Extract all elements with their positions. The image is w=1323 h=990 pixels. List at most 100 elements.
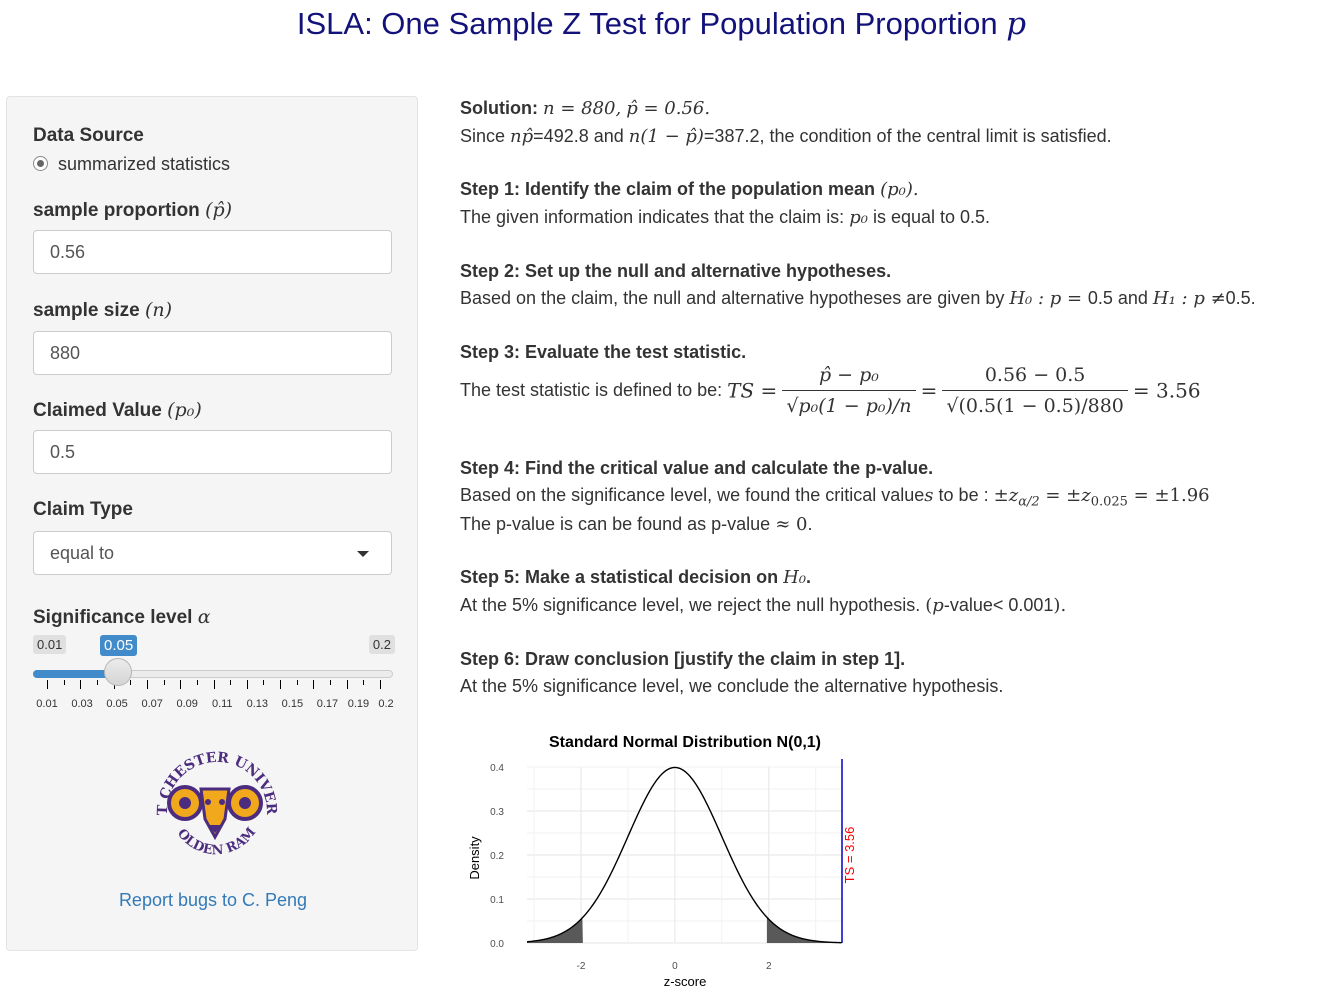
step5-text-a: At the 5% significance level, we reject … bbox=[460, 595, 921, 615]
step1-heading-symbol: (p₀). bbox=[880, 179, 919, 200]
significance-label-text: Significance level bbox=[33, 607, 193, 628]
sidebar-panel: Data Source summarized statistics sample… bbox=[6, 96, 418, 951]
solution-line-2: Since np̂=492.8 and n(1 − p̂)=387.2, the… bbox=[460, 126, 1112, 147]
claimed-value-label: Claimed Value (p₀) bbox=[33, 399, 202, 422]
slider-tick bbox=[47, 680, 48, 689]
claimed-value-label-text: Claimed Value bbox=[33, 400, 162, 421]
data-source-radio[interactable]: summarized statistics bbox=[33, 154, 230, 175]
slider-min-label: 0.01 bbox=[33, 635, 67, 654]
sample-proportion-input[interactable]: 0.56 bbox=[33, 230, 392, 274]
solution-np-value: =492.8 and bbox=[533, 126, 624, 146]
slider-tick bbox=[63, 680, 65, 685]
step4-text-s: s bbox=[924, 485, 934, 506]
slider-handle[interactable] bbox=[104, 658, 132, 686]
step6-heading: Step 6: Draw conclusion [justify the cla… bbox=[460, 649, 906, 669]
chart-grid bbox=[527, 766, 842, 944]
step2-text: Based on the claim, the null and alterna… bbox=[460, 288, 1256, 309]
chart-shaded-region bbox=[766, 917, 842, 943]
chart-y-label: Density bbox=[467, 836, 482, 880]
step5-heading-end: . bbox=[806, 567, 812, 587]
slider-value-label: 0.05 bbox=[100, 635, 138, 656]
slider-tick-label: 0.09 bbox=[176, 698, 198, 710]
step4-crit-eq: = ±z bbox=[1039, 485, 1091, 506]
slider-tick-label: 0.11 bbox=[211, 698, 233, 710]
step3-f2-denominator: √(0.5(1 − 0.5)/880 bbox=[946, 395, 1124, 417]
solution-n: n = 880, bbox=[543, 98, 622, 119]
step2-h0-value: 0.5 and bbox=[1087, 288, 1148, 308]
slider-tick bbox=[346, 680, 348, 689]
step4-crit-sub1: α/2 bbox=[1018, 494, 1040, 510]
step1-text-a: The given information indicates that the… bbox=[460, 207, 845, 227]
step4-crit-symbol: ±z bbox=[993, 485, 1019, 506]
page-title: ISLA: One Sample Z Test for Population P… bbox=[0, 6, 1323, 42]
sample-proportion-label: sample proportion (p̂) bbox=[33, 199, 232, 222]
chart-y-tick-label: 0.4 bbox=[490, 763, 504, 774]
step5-p-symbol: p bbox=[932, 595, 944, 616]
slider-tick bbox=[80, 680, 82, 689]
step5-paren-open: ( bbox=[925, 595, 933, 616]
step2-h1: H₁ : p ≠ bbox=[1152, 288, 1226, 309]
significance-slider[interactable]: 0.01 0.05 0.2 0.01 0.03 0.05 0.07 0.09 0.11 0.… bbox=[33, 635, 395, 715]
solution-line-1: Solution: n = 880, p̂ = 0.56. bbox=[460, 98, 710, 119]
report-bugs-link[interactable]: Report bugs to C. Peng bbox=[118, 890, 308, 910]
sample-proportion-symbol: (p̂) bbox=[205, 199, 233, 221]
step5-text: At the 5% significance level, we reject … bbox=[460, 595, 1066, 616]
step3-fraction-1: p̂ − p₀ √p₀(1 − p₀)/n bbox=[782, 364, 916, 417]
chart-ts-label: TS = 3.56 bbox=[842, 827, 857, 884]
step3-result: = 3.56 bbox=[1132, 378, 1201, 403]
sample-size-symbol: (n) bbox=[144, 299, 173, 321]
chart-x-label: z-score bbox=[664, 974, 707, 989]
claim-type-label: Claim Type bbox=[33, 499, 133, 520]
sample-size-label-text: sample size bbox=[33, 300, 140, 321]
slider-tick-label: 0.05 bbox=[106, 698, 128, 710]
step3-f2-numerator: 0.56 − 0.5 bbox=[942, 364, 1128, 391]
slider-tick-label: 0.01 bbox=[36, 698, 58, 710]
chart-y-tick-label: 0.2 bbox=[490, 851, 504, 862]
slider-tick bbox=[246, 680, 248, 689]
chart-title: Standard Normal Distribution N(0,1) bbox=[549, 734, 821, 751]
slider-tick bbox=[146, 680, 148, 689]
page-title-text: ISLA: One Sample Z Test for Population P… bbox=[296, 6, 998, 41]
step2-h0: H₀ : p = bbox=[1009, 288, 1088, 309]
ram-logo-icon: WEST CHESTER UNIVERSITY GOLDEN RAMS bbox=[145, 737, 279, 858]
solution-nq-value: =387.2, the condition of the central lim… bbox=[703, 126, 1112, 146]
step5-heading: Step 5: Make a statistical decision on H… bbox=[460, 567, 811, 588]
chart-y-tick-label: 0.1 bbox=[490, 895, 504, 906]
step3-fraction-2: 0.56 − 0.5 √(0.5(1 − 0.5)/880 bbox=[942, 364, 1128, 417]
step3-f1-numerator: p̂ − p₀ bbox=[782, 364, 916, 391]
slider-tick bbox=[330, 680, 332, 685]
slider-tick-label: 0.13 bbox=[246, 698, 269, 710]
data-source-label: Data Source bbox=[33, 125, 144, 146]
step1-text: The given information indicates that the… bbox=[460, 207, 990, 228]
page-title-symbol: p bbox=[1006, 6, 1027, 42]
slider-tick bbox=[96, 680, 98, 685]
slider-tick-label: 0.03 bbox=[71, 698, 93, 710]
step4-crit-value: = ±1.96 bbox=[1127, 485, 1210, 506]
chart-shaded-region bbox=[527, 917, 583, 943]
radio-selected-icon[interactable] bbox=[33, 156, 48, 171]
step6-text: At the 5% significance level, we conclud… bbox=[460, 676, 1004, 696]
slider-tick-label: 0.17 bbox=[316, 698, 339, 710]
solution-nq-symbol: n(1 − p̂) bbox=[628, 126, 704, 147]
slider-tick bbox=[263, 680, 265, 685]
solution-np-symbol: np̂ bbox=[510, 126, 534, 147]
claimed-value-input[interactable]: 0.5 bbox=[33, 430, 392, 474]
slider-tick bbox=[213, 680, 215, 689]
slider-tick bbox=[296, 680, 298, 685]
step2-h1-value: 0.5. bbox=[1225, 288, 1256, 308]
slider-tick bbox=[196, 680, 198, 685]
claim-type-select[interactable]: equal to bbox=[33, 531, 392, 575]
step1-heading-text: Step 1: Identify the claim of the popula… bbox=[460, 179, 876, 199]
chart-x-ticks: -2 0 2 bbox=[577, 961, 772, 972]
sample-size-input[interactable]: 880 bbox=[33, 331, 392, 375]
step2-text-a: Based on the claim, the null and alterna… bbox=[460, 288, 1005, 308]
step4-text-a: Based on the significance level, we foun… bbox=[460, 485, 925, 505]
normal-distribution-chart: Standard Normal Distribution N(0,1) TS =… bbox=[467, 734, 857, 989]
step1-text-b: is equal to 0.5. bbox=[872, 207, 991, 227]
solution-since: Since bbox=[460, 126, 506, 146]
step3-text: The test statistic is defined to be: bbox=[460, 380, 723, 400]
claim-type-value: equal to bbox=[50, 543, 115, 563]
chevron-down-icon[interactable] bbox=[357, 551, 369, 557]
slider-tick bbox=[180, 680, 182, 689]
step1-heading: Step 1: Identify the claim of the popula… bbox=[460, 179, 919, 200]
